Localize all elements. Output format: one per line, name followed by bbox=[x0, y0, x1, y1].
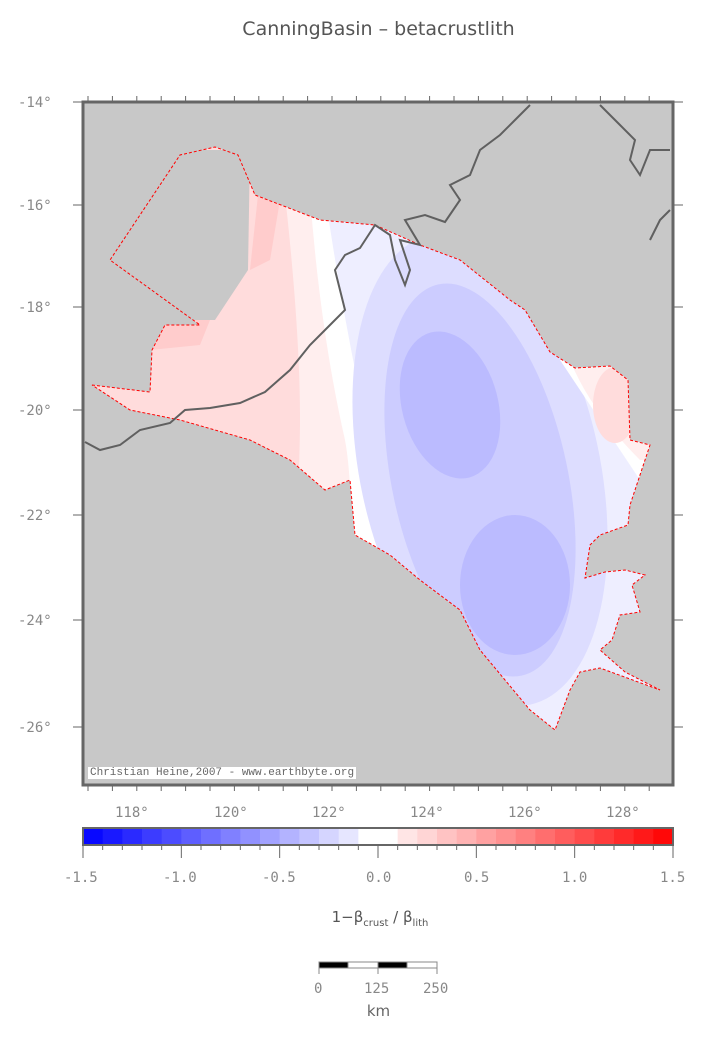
colorbar-bin bbox=[515, 828, 536, 845]
lat-label: -24° bbox=[18, 613, 52, 629]
coastline-north bbox=[599, 104, 670, 178]
lon-label: 126° bbox=[508, 805, 542, 821]
coastline bbox=[84, 104, 531, 452]
colorbar-bin bbox=[102, 828, 123, 845]
colorbar-bin bbox=[378, 828, 399, 845]
colorbar-bin bbox=[83, 828, 104, 845]
colorbar-bin bbox=[535, 828, 556, 845]
colorbar-bin bbox=[201, 828, 222, 845]
colorbar-bin bbox=[358, 828, 379, 845]
lat-label: -22° bbox=[18, 508, 52, 524]
colorbar-bin bbox=[614, 828, 635, 845]
scalebar-tick: 125 bbox=[364, 981, 390, 997]
lat-label: -16° bbox=[18, 198, 52, 214]
lat-label: -18° bbox=[18, 300, 52, 316]
scalebar-tick: 250 bbox=[423, 981, 449, 997]
colorbar bbox=[83, 828, 674, 845]
colorbar-bin bbox=[633, 828, 654, 845]
colorbar-bin bbox=[319, 828, 340, 845]
lat-label: -14° bbox=[18, 95, 52, 111]
colorbar-bin bbox=[161, 828, 182, 845]
colorbar-bin bbox=[299, 828, 320, 845]
colorbar-tick: -0.5 bbox=[262, 870, 296, 886]
colorbar-bin bbox=[220, 828, 241, 845]
colorbar-bin bbox=[181, 828, 202, 845]
scalebar bbox=[318, 961, 438, 974]
colorbar-bin bbox=[240, 828, 261, 845]
colorbar-tick: -1.5 bbox=[64, 870, 98, 886]
scalebar-tick: 0 bbox=[314, 981, 323, 997]
lon-label: 118° bbox=[115, 805, 149, 821]
colorbar-bin bbox=[496, 828, 517, 845]
colorbar-bin bbox=[417, 828, 438, 845]
lon-label: 124° bbox=[410, 805, 444, 821]
colorbar-bin bbox=[260, 828, 281, 845]
lon-label: 128° bbox=[606, 805, 640, 821]
colorbar-bin bbox=[122, 828, 143, 845]
colorbar-bin bbox=[142, 828, 163, 845]
lon-label: 122° bbox=[312, 805, 346, 821]
colorbar-bin bbox=[653, 828, 674, 845]
colorbar-bin bbox=[338, 828, 359, 845]
colorbar-tick: 0.0 bbox=[366, 870, 392, 886]
colorbar-tick: 1.0 bbox=[562, 870, 588, 886]
lat-label: -20° bbox=[18, 403, 52, 419]
colorbar-bin bbox=[574, 828, 595, 845]
colorbar-tick: 0.5 bbox=[464, 870, 490, 886]
lon-label: 120° bbox=[214, 805, 248, 821]
colorbar-label: 1−βcrust / βlith bbox=[331, 908, 429, 929]
lat-label: -26° bbox=[18, 720, 52, 736]
scalebar-unit: km bbox=[366, 1002, 391, 1020]
colorbar-bin bbox=[437, 828, 458, 845]
colorbar-bin bbox=[594, 828, 615, 845]
colorbar-bin bbox=[397, 828, 418, 845]
colorbar-bin bbox=[279, 828, 300, 845]
colorbar-tick: 1.5 bbox=[660, 870, 686, 886]
colorbar-bin bbox=[555, 828, 576, 845]
colorbar-bin bbox=[476, 828, 497, 845]
colorbar-tick: -1.0 bbox=[163, 870, 197, 886]
colorbar-bin bbox=[456, 828, 477, 845]
credit-text: Christian Heine,2007 - www.earthbyte.org bbox=[88, 767, 357, 779]
coastline-east bbox=[649, 209, 671, 241]
map-title: CanningBasin – betacrustlith bbox=[242, 18, 515, 40]
